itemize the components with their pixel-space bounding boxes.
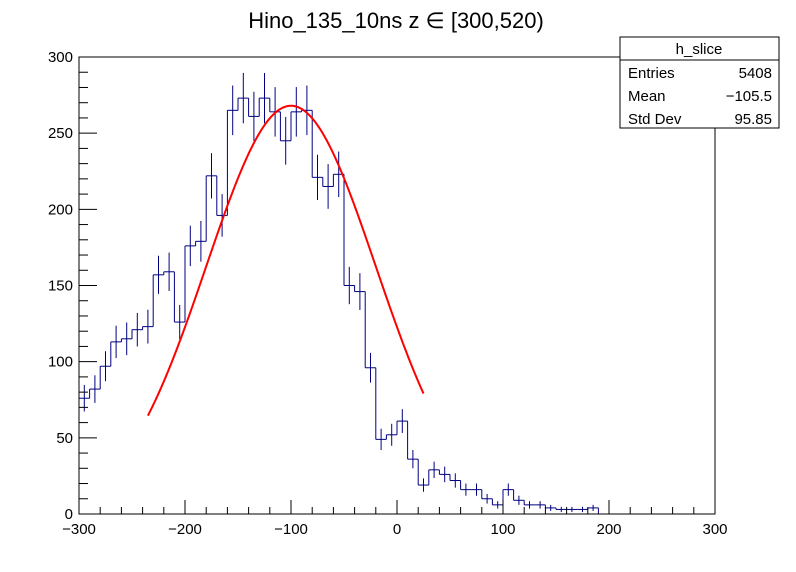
histogram-bin: [407, 421, 419, 469]
x-tick-label: 300: [702, 521, 727, 538]
x-tick-label: −100: [274, 521, 308, 538]
histogram-bin: [89, 375, 101, 403]
x-tick-label: 0: [393, 521, 401, 538]
histogram-bin: [354, 273, 366, 310]
axes: −300 −200 −100 0 100 200 300 0 50 100 150 200 250 300: [48, 49, 728, 538]
y-tick-label: 100: [48, 354, 73, 371]
stats-mean-label: Mean: [628, 88, 666, 105]
histogram-bin: [322, 164, 334, 209]
fit-curve-layer: [147, 104, 425, 417]
histogram-bin: [237, 72, 249, 124]
histogram-bin: [163, 252, 175, 291]
histogram-bin: [471, 483, 482, 496]
y-tick-label: 0: [65, 506, 73, 523]
histogram-bin: [375, 367, 387, 451]
histogram-bin: [258, 72, 270, 124]
y-tick-label: 150: [48, 278, 73, 295]
stats-stddev-value: 95.85: [734, 111, 772, 128]
histogram-bin: [555, 506, 567, 513]
histogram-bin: [110, 325, 122, 367]
stats-entries-value: 5408: [739, 65, 772, 82]
y-tick-label: 200: [48, 201, 73, 218]
histogram-bin: [226, 85, 238, 216]
histogram-bin: [534, 501, 546, 509]
histogram-bin: [184, 225, 196, 323]
x-tick-label: 200: [596, 521, 621, 538]
x-tick-label: −300: [62, 521, 96, 538]
stats-stddev-label: Std Dev: [628, 111, 682, 128]
histogram-bin: [99, 351, 111, 390]
histogram-bin: [428, 461, 440, 486]
histogram-bin: [364, 291, 376, 383]
chart-title: Hino_135_10ns z ∈ [300,520): [248, 8, 544, 33]
histogram-bin: [205, 153, 217, 242]
histogram-bin: [438, 466, 450, 483]
stats-box-frame: [619, 36, 780, 129]
histogram-bin: [491, 498, 503, 509]
y-tick-label: 50: [56, 430, 73, 447]
histogram-bin: [173, 271, 185, 340]
y-tick-label: 250: [48, 125, 73, 142]
histogram-bin: [131, 312, 143, 347]
histogram-bin: [152, 255, 164, 327]
stats-entries-label: Entries: [628, 65, 675, 82]
histogram-bin: [460, 480, 472, 496]
histogram-bin: [566, 506, 578, 513]
x-tick-label: 100: [490, 521, 515, 538]
y-tick-label: 300: [48, 49, 73, 66]
histogram-bin: [279, 111, 291, 165]
histogram-bin: [481, 489, 493, 504]
fit-curve: [147, 104, 425, 417]
histogram-bin: [385, 423, 397, 446]
histogram-bin: [513, 489, 525, 505]
stats-box-title: h_slice: [676, 41, 723, 58]
stats-box: h_slice Entries 5408 Mean −105.5 Std Dev…: [619, 36, 780, 129]
histogram-bin: [577, 506, 588, 513]
histogram-bin: [290, 87, 302, 141]
histogram-bin: [248, 91, 260, 142]
histogram-bin: [120, 322, 132, 356]
histogram-bin: [449, 473, 461, 488]
histogram-bin: [216, 175, 228, 237]
histogram-bin: [195, 220, 207, 262]
histogram-bin: [142, 309, 154, 344]
stats-mean-value: −105.5: [726, 88, 772, 105]
histogram-bin: [396, 409, 408, 435]
histogram-bin: [311, 110, 323, 200]
histogram-bin: [417, 459, 429, 492]
histogram-bin: [343, 174, 355, 305]
histogram-bin: [523, 500, 535, 509]
x-tick-label: −200: [168, 521, 202, 538]
